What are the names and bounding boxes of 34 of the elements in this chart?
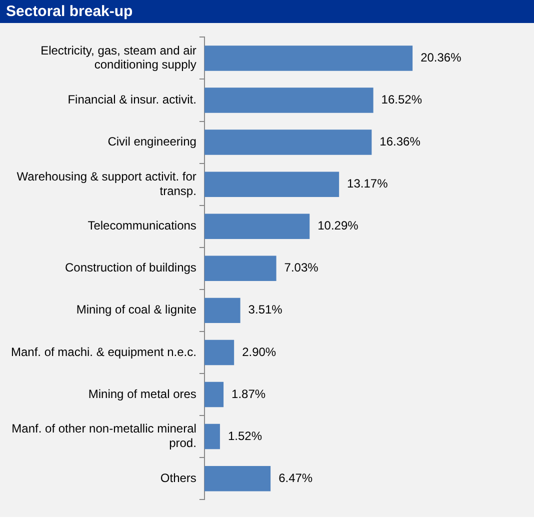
bar xyxy=(204,256,276,282)
bar xyxy=(204,466,271,492)
data-label: 16.52% xyxy=(381,92,422,107)
data-label: 13.17% xyxy=(347,176,388,191)
data-label: 10.29% xyxy=(318,218,359,233)
y-tick-label: Warehousing & support activit. for transp. xyxy=(16,169,196,198)
y-tick-label: Financial & insur. activit. xyxy=(68,92,196,107)
bar xyxy=(204,172,340,197)
y-tick-label: Manf. of other non-metallic mineral prod. xyxy=(12,422,196,450)
y-tick-label: Mining of coal & lignite xyxy=(76,302,197,317)
data-label: 20.36% xyxy=(420,50,462,65)
text: Sectoral break-up xyxy=(0,0,534,23)
data-label: 6.47% xyxy=(278,470,313,485)
bar xyxy=(204,46,413,71)
data-label: 2.90% xyxy=(242,344,276,359)
y-tick-label: Construction of buildings xyxy=(65,260,196,275)
data-label: 3.51% xyxy=(248,302,283,317)
y-tick-label: Civil engineering xyxy=(108,134,196,149)
data-label: 1.87% xyxy=(232,386,266,401)
bar xyxy=(204,382,224,408)
bar xyxy=(204,298,240,324)
bar xyxy=(204,424,220,450)
data-label: 16.36% xyxy=(380,134,421,149)
y-tick-label: Telecommunications xyxy=(88,218,196,233)
bar xyxy=(204,340,234,366)
bar xyxy=(204,214,310,239)
y-tick-label: Manf. of machi. & equipment n.e.c. xyxy=(10,344,196,359)
bar xyxy=(204,88,374,113)
bar xyxy=(204,130,372,155)
data-label: 1.52% xyxy=(228,428,262,443)
data-label: 7.03% xyxy=(284,260,319,275)
y-tick-label: Others xyxy=(160,470,196,485)
y-tick-label: Electricity, gas, steam and air conditioning supply xyxy=(40,43,196,72)
y-tick-label: Mining of metal ores xyxy=(88,386,196,401)
